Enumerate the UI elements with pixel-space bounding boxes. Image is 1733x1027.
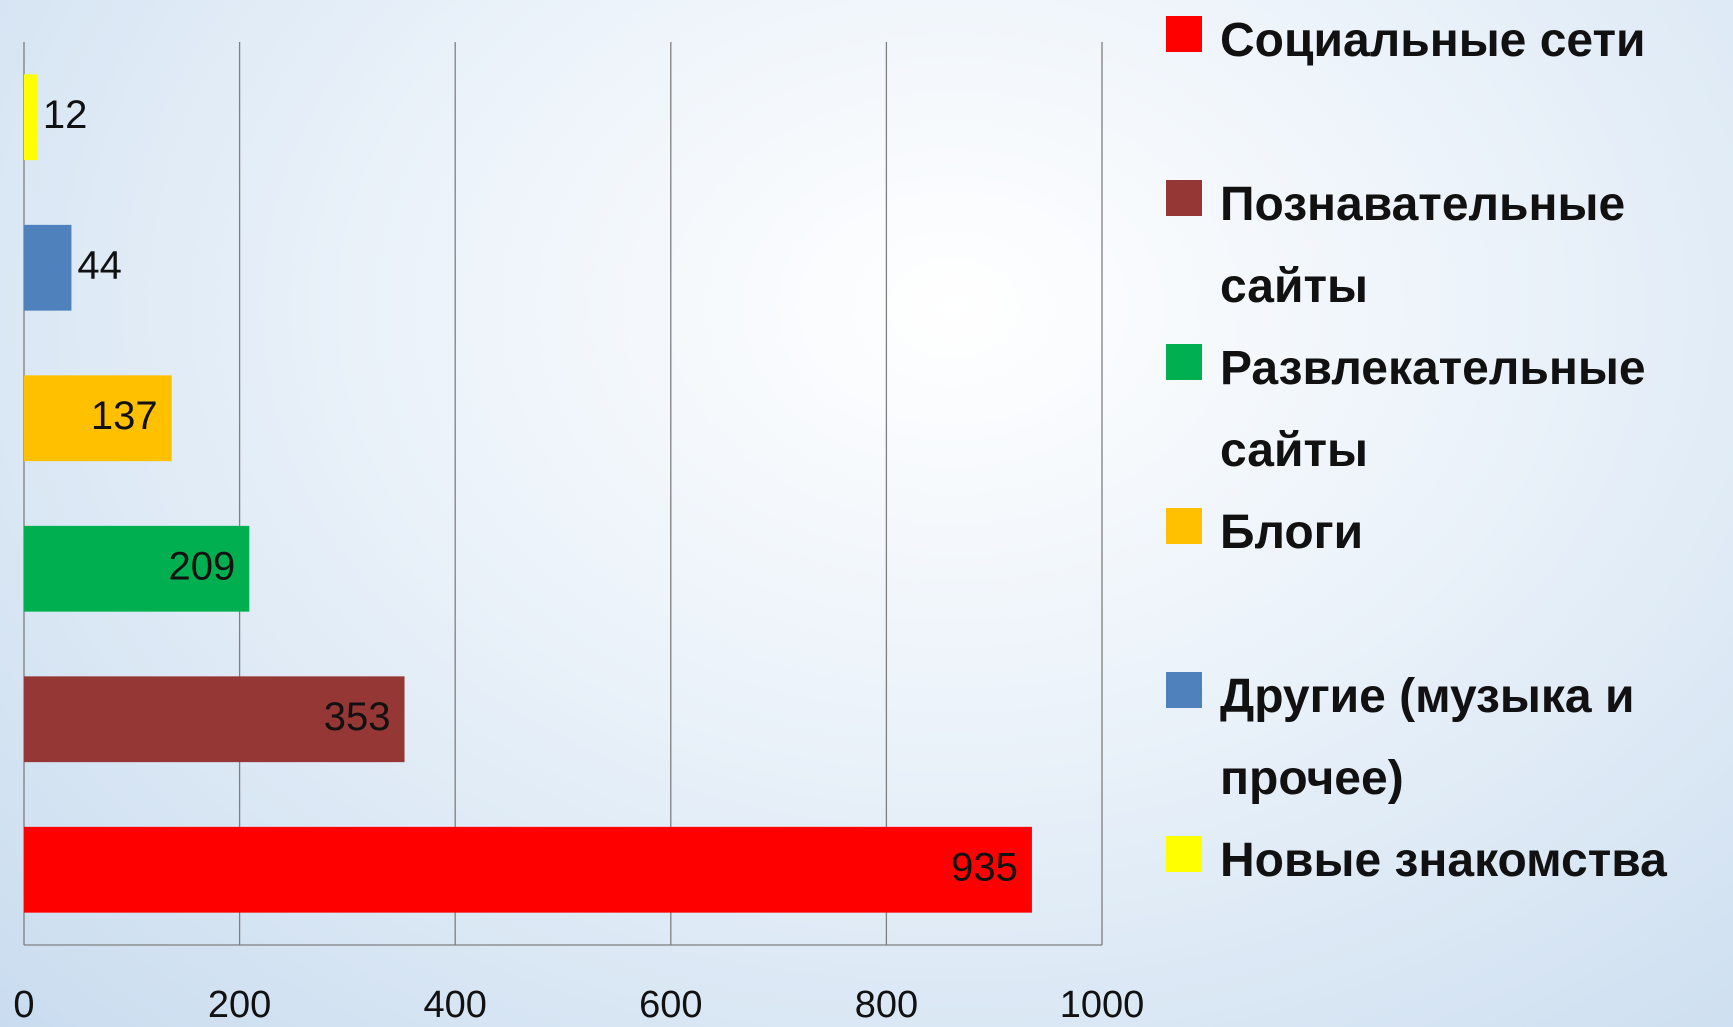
legend-label: Другие (музыка и прочее) bbox=[1220, 670, 1635, 805]
legend-swatch bbox=[1166, 16, 1202, 52]
data-label: 137 bbox=[91, 394, 158, 438]
legend-label: Новые знакомства bbox=[1220, 834, 1667, 887]
bar bbox=[24, 676, 405, 763]
data-label: 935 bbox=[951, 845, 1018, 889]
data-label: 12 bbox=[43, 93, 88, 137]
legend-item: Социальные сети bbox=[1166, 0, 1726, 82]
legend-swatch bbox=[1166, 180, 1202, 216]
bar bbox=[24, 375, 172, 462]
legend-swatch bbox=[1166, 508, 1202, 544]
legend-item: Другие (музыка и прочее) bbox=[1166, 656, 1726, 820]
legend-label: Познавательные сайты bbox=[1220, 178, 1626, 313]
legend-swatch bbox=[1166, 836, 1202, 872]
bar bbox=[24, 74, 37, 161]
legend-item: Блоги bbox=[1166, 492, 1726, 574]
legend-item: Развлекательные сайты bbox=[1166, 328, 1726, 492]
data-label: 209 bbox=[169, 544, 236, 588]
bar bbox=[24, 224, 72, 311]
x-tick-label: 200 bbox=[208, 984, 271, 1026]
x-tick-label: 600 bbox=[639, 984, 702, 1026]
x-tick-label: 800 bbox=[855, 984, 918, 1026]
legend-item: Новые знакомства bbox=[1166, 820, 1726, 902]
legend-swatch bbox=[1166, 672, 1202, 708]
x-tick-label: 400 bbox=[423, 984, 486, 1026]
legend-item: Познавательные сайты bbox=[1166, 164, 1726, 328]
legend-label: Развлекательные сайты bbox=[1220, 342, 1646, 477]
data-label: 44 bbox=[77, 243, 122, 287]
legend-label: Блоги bbox=[1220, 506, 1364, 559]
data-label: 353 bbox=[324, 695, 391, 739]
legend-label: Социальные сети bbox=[1220, 14, 1646, 67]
bar bbox=[24, 826, 1032, 913]
legend-swatch bbox=[1166, 344, 1202, 380]
bar bbox=[24, 525, 250, 612]
x-tick-label: 0 bbox=[13, 984, 34, 1026]
x-tick-label: 1000 bbox=[1060, 984, 1145, 1026]
